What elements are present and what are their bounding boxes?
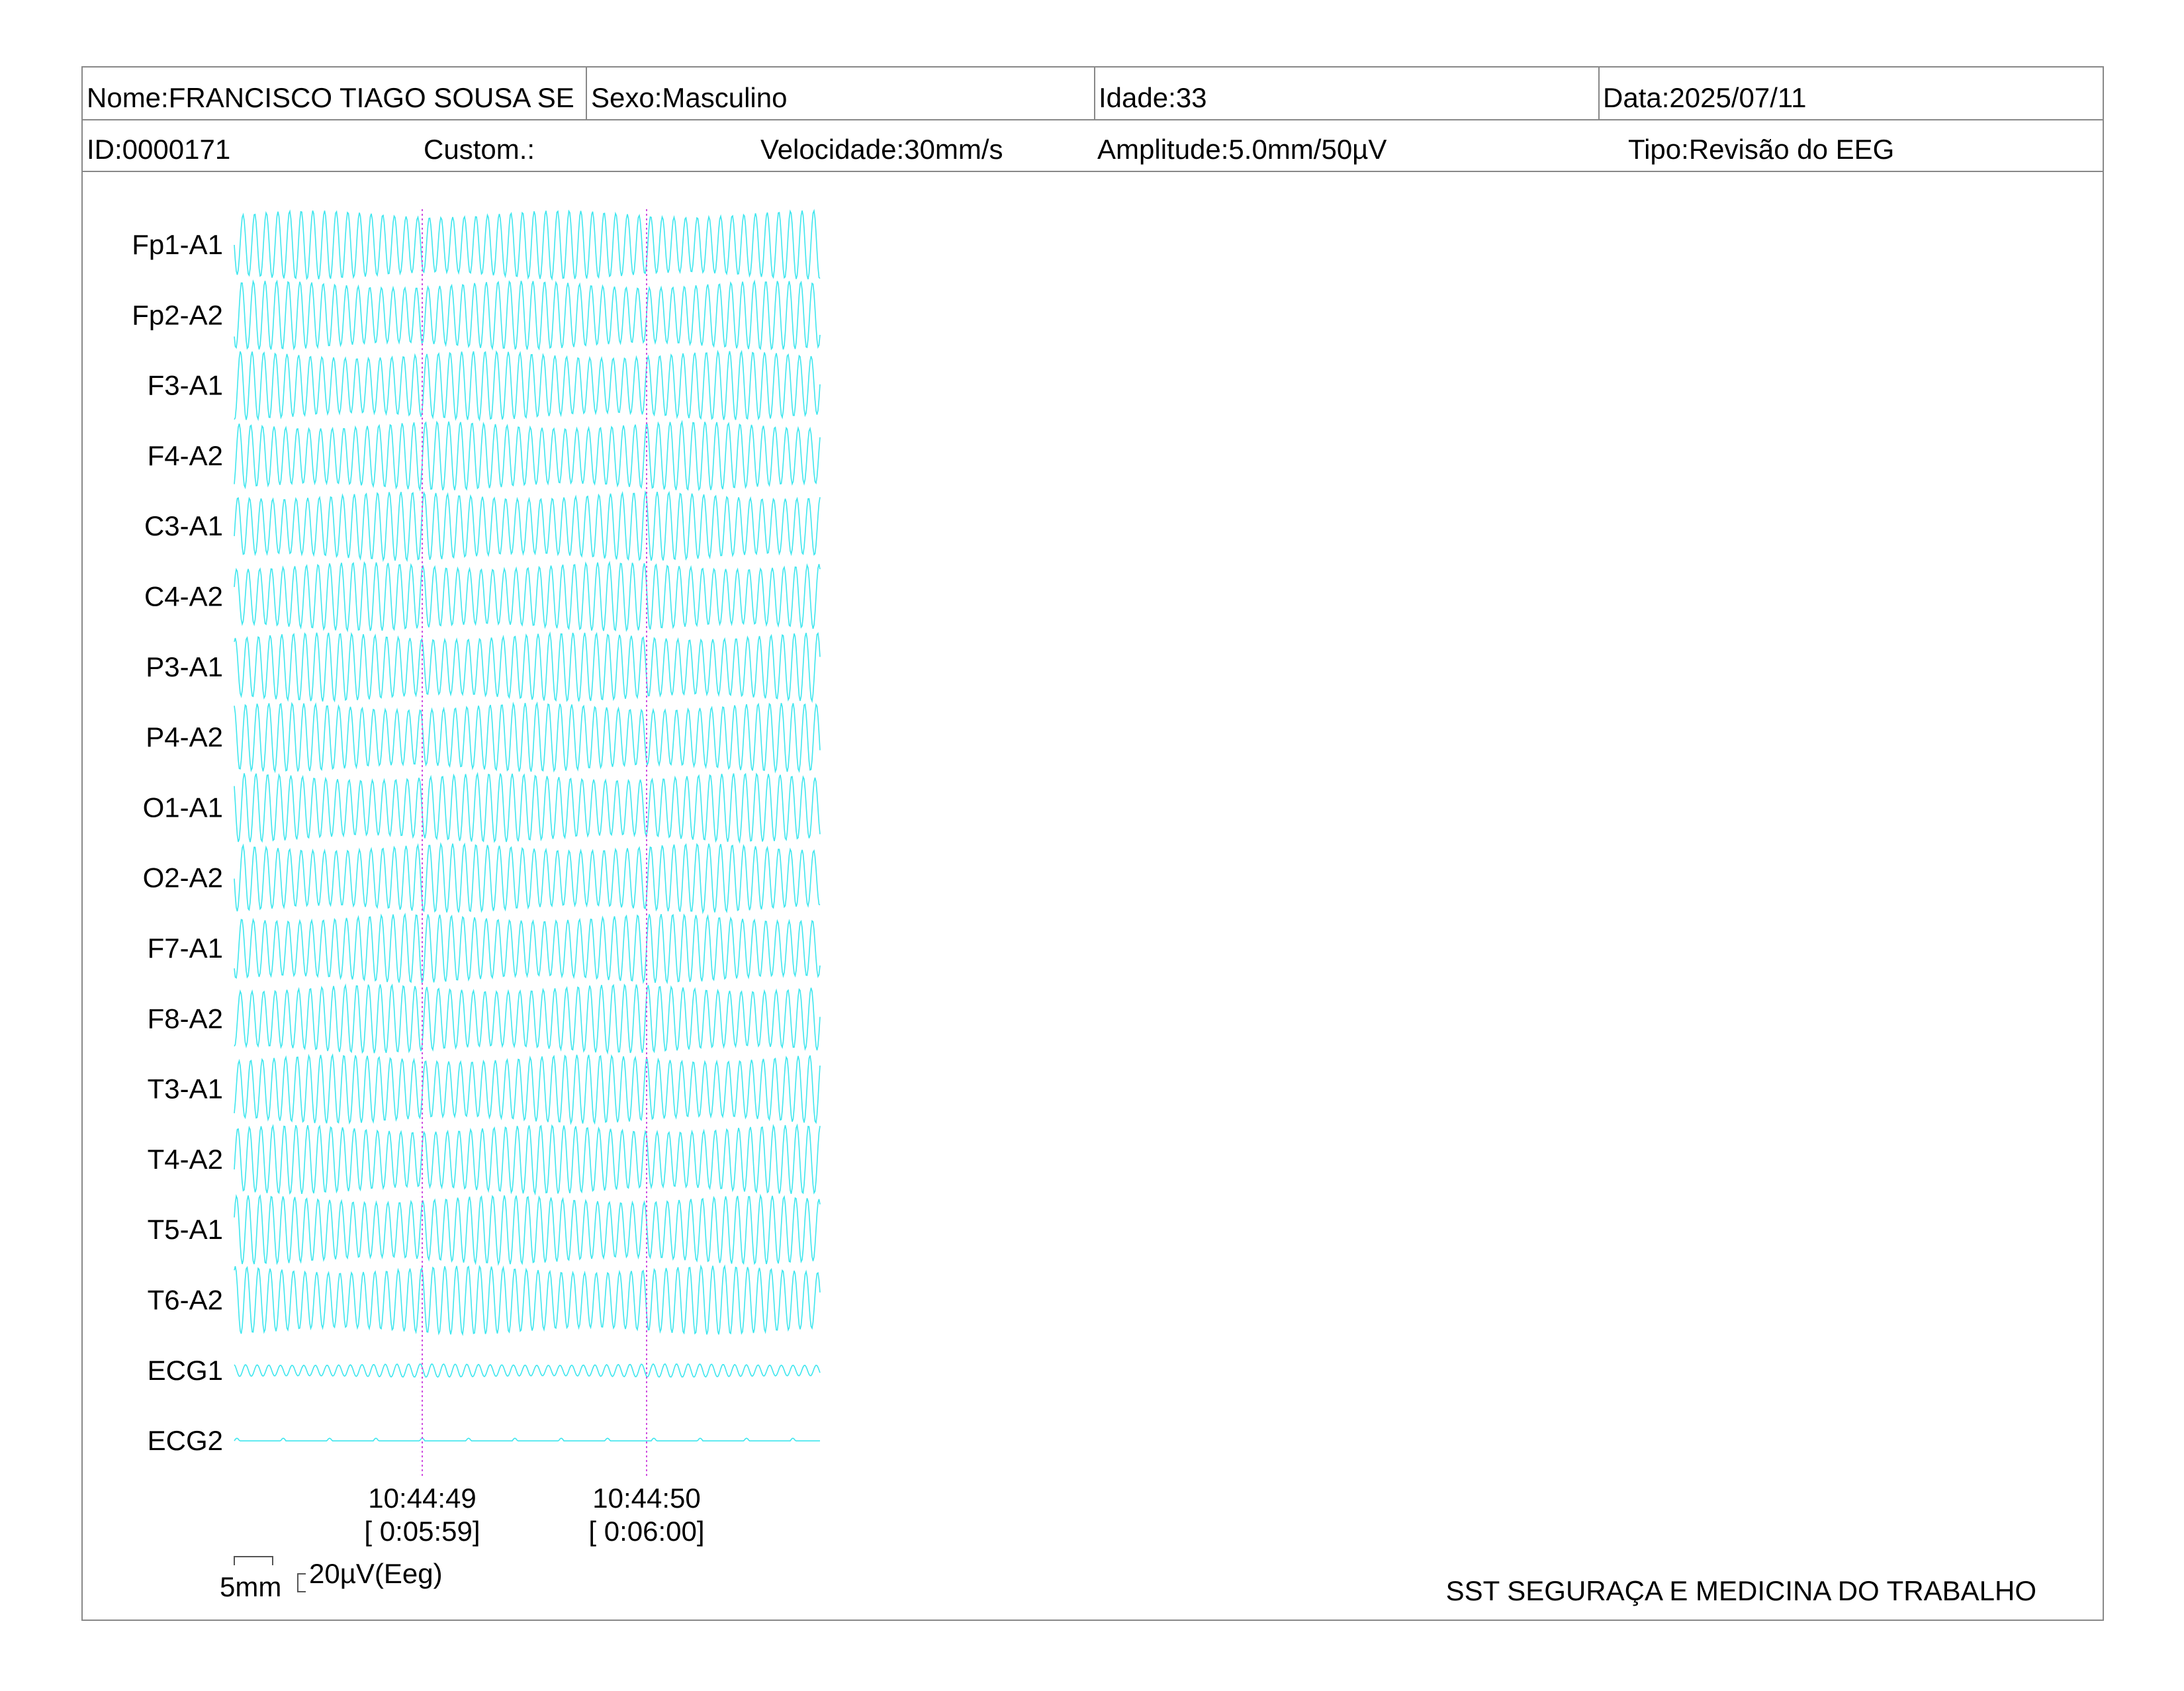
channel-label: P4-A2 <box>146 721 223 753</box>
eeg-trace <box>234 842 821 915</box>
marker-time: 10:44:50 <box>592 1483 701 1514</box>
channel-label: F8-A2 <box>148 1003 223 1034</box>
eeg-traces <box>234 208 821 1441</box>
eeg-trace <box>234 420 821 492</box>
scale-bar-length <box>234 1556 273 1565</box>
channel-label: O2-A2 <box>143 862 223 893</box>
patient-name: Nome:FRANCISCO TIAGO SOUSA SE <box>87 82 574 113</box>
eeg-trace <box>234 1264 821 1336</box>
exam-type: Tipo:Revisão do EEG <box>1628 134 1894 165</box>
eeg-trace <box>234 631 821 704</box>
channel-label: P3-A1 <box>146 651 223 682</box>
eeg-trace <box>234 1053 821 1125</box>
channel-labels: Fp1-A1 Fp2-A2 F3-A1 F4-A2 C3-A1 C4-A2 P3-A1 P4-… <box>132 229 223 1456</box>
patient-sex: Sexo:Masculino <box>591 82 787 113</box>
eeg-trace <box>234 772 821 844</box>
marker-time: 10:44:49 <box>368 1483 477 1514</box>
eeg-trace <box>234 701 821 774</box>
scale-amplitude: 20µV(Eeg) <box>309 1558 443 1589</box>
eeg-trace <box>234 490 821 563</box>
marker-elapsed: [ 0:06:00] <box>588 1516 704 1547</box>
eeg-trace <box>234 208 821 281</box>
patient-id: ID:0000171 <box>87 134 230 165</box>
eeg-trace <box>234 1438 820 1441</box>
channel-label: ECG1 <box>148 1355 223 1386</box>
custom-field: Custom.: <box>424 134 535 165</box>
page-frame <box>81 66 2104 1621</box>
channel-label: C3-A1 <box>144 510 223 541</box>
eeg-trace <box>234 983 821 1055</box>
channel-label: Fp1-A1 <box>132 229 223 260</box>
channel-label: F4-A2 <box>148 440 223 471</box>
channel-label: F7-A1 <box>148 933 223 964</box>
eeg-trace <box>234 279 821 351</box>
eeg-trace <box>234 912 821 985</box>
exam-date: Data:2025/07/11 <box>1603 82 1806 113</box>
speed: Velocidade:30mm/s <box>760 134 1003 165</box>
channel-label: F3-A1 <box>148 370 223 401</box>
footer: SST SEGURAÇA E MEDICINA DO TRABALHO <box>1446 1575 2036 1606</box>
eeg-trace <box>234 1193 821 1266</box>
scale-length: 5mm <box>220 1571 281 1602</box>
scale-bar-amplitude <box>297 1573 306 1592</box>
amplitude: Amplitude:5.0mm/50µV <box>1097 134 1387 165</box>
channel-label: T6-A2 <box>148 1285 223 1316</box>
marker-elapsed: [ 0:05:59] <box>364 1516 480 1547</box>
eeg-trace <box>234 1363 821 1378</box>
channel-label: T5-A1 <box>148 1214 223 1245</box>
eeg-trace <box>234 1123 821 1196</box>
channel-label: T3-A1 <box>148 1074 223 1105</box>
channel-label: T4-A2 <box>148 1144 223 1175</box>
patient-age: Idade:33 <box>1099 82 1207 113</box>
time-markers: 10:44:49[ 0:05:59] 10:44:50[ 0:06:00] <box>364 209 705 1547</box>
channel-label: Fp2-A2 <box>132 299 223 330</box>
channel-label: O1-A1 <box>143 792 223 823</box>
channel-label: ECG2 <box>148 1425 223 1456</box>
channel-label: C4-A2 <box>144 581 223 612</box>
eeg-trace <box>234 561 821 633</box>
eeg-trace <box>234 349 821 422</box>
